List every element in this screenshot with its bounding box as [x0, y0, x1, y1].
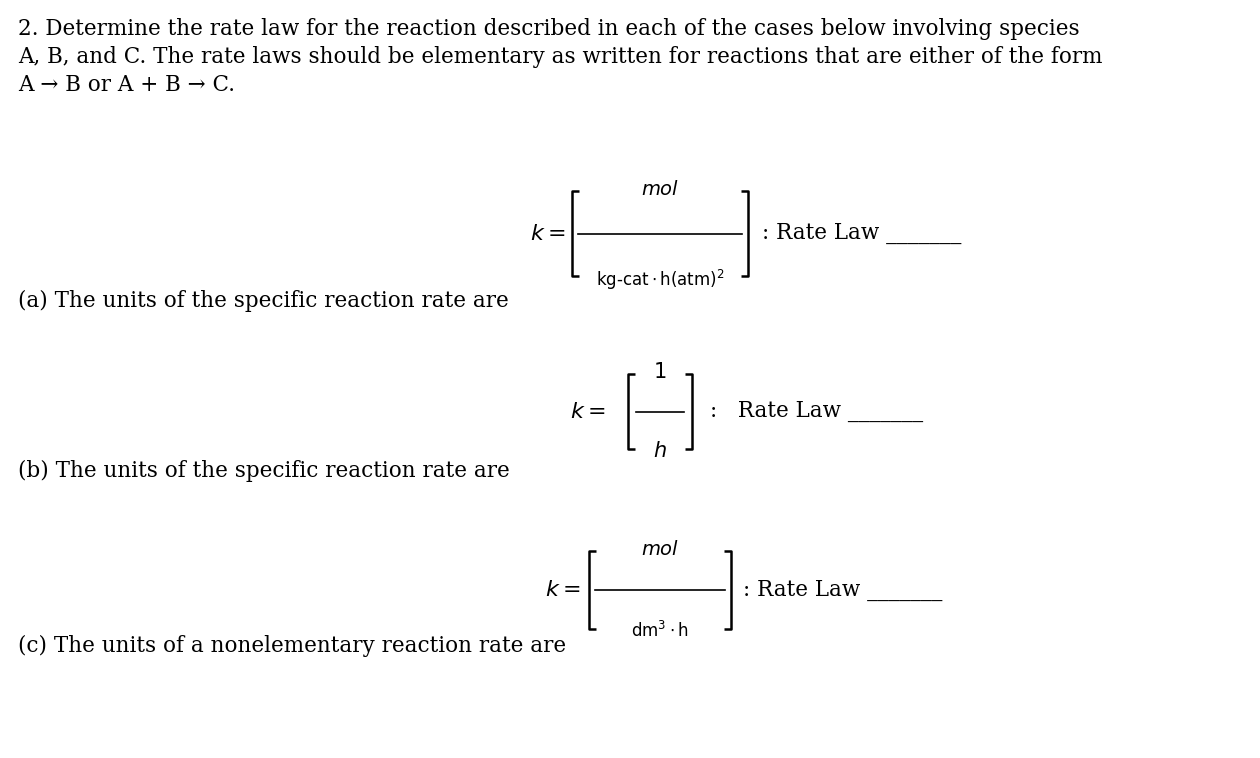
Text: A → B or A + B → C.: A → B or A + B → C.	[18, 74, 236, 96]
Text: $k=$: $k=$	[529, 223, 564, 245]
Text: (a) The units of the specific reaction rate are: (a) The units of the specific reaction r…	[18, 290, 509, 312]
Text: $k=$: $k=$	[570, 400, 605, 422]
Text: : Rate Law _______: : Rate Law _______	[743, 579, 942, 601]
Text: $\mathrm{kg\text{-}cat \cdot h(atm)^{2}}$: $\mathrm{kg\text{-}cat \cdot h(atm)^{2}}…	[596, 268, 724, 292]
Text: $1$: $1$	[654, 362, 667, 382]
Text: $k=$: $k=$	[544, 579, 580, 601]
Text: $\mathrm{dm^{3} \cdot h}$: $\mathrm{dm^{3} \cdot h}$	[631, 621, 689, 641]
Text: $\mathit{mol}$: $\mathit{mol}$	[641, 540, 679, 559]
Text: A, B, and C. The rate laws should be elementary as written for reactions that ar: A, B, and C. The rate laws should be ele…	[18, 46, 1102, 68]
Text: (c) The units of a nonelementary reaction rate are: (c) The units of a nonelementary reactio…	[18, 635, 566, 657]
Text: : Rate Law _______: : Rate Law _______	[762, 223, 961, 245]
Text: :   Rate Law _______: : Rate Law _______	[709, 400, 924, 422]
Text: 2. Determine the rate law for the reaction described in each of the cases below : 2. Determine the rate law for the reacti…	[18, 18, 1080, 40]
Text: $h$: $h$	[653, 441, 667, 461]
Text: $\mathit{mol}$: $\mathit{mol}$	[641, 180, 679, 199]
Text: (b) The units of the specific reaction rate are: (b) The units of the specific reaction r…	[18, 460, 510, 482]
